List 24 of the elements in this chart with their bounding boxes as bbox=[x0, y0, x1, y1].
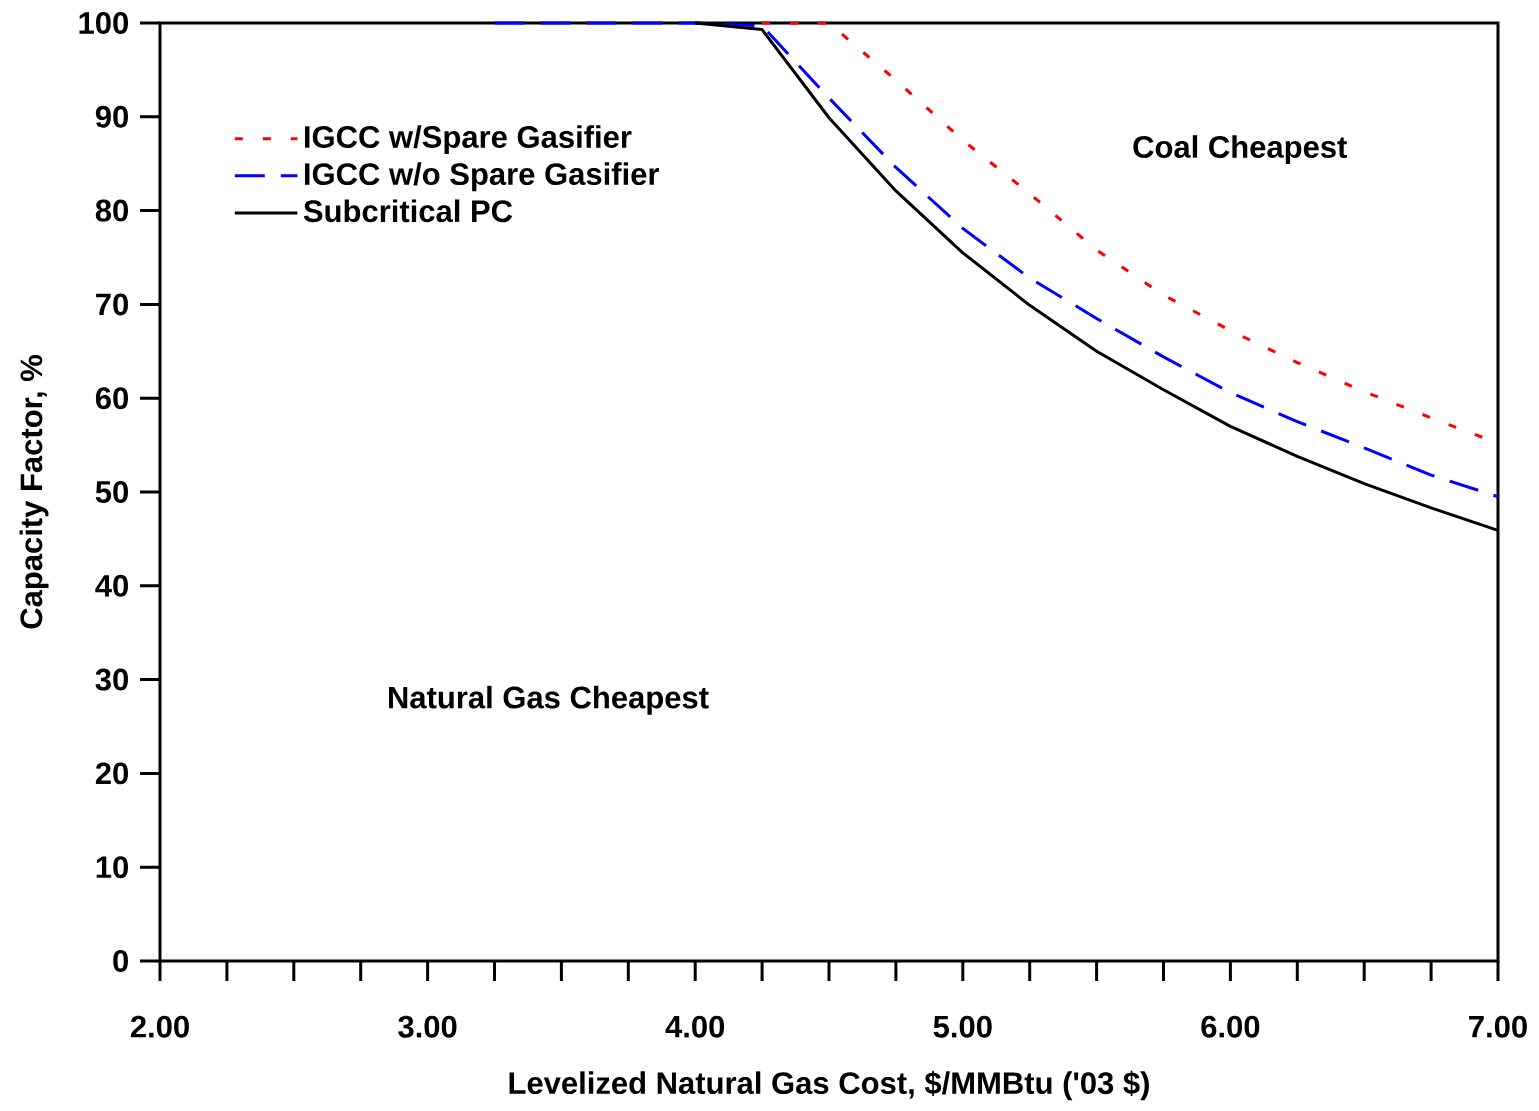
x-tick-label: 4.00 bbox=[665, 1015, 725, 1038]
x-axis-title: Levelized Natural Gas Cost, $/MMBtu ('03 $) bbox=[509, 1071, 1149, 1101]
y-tick-label: 20 bbox=[95, 762, 128, 785]
annotation: Coal Cheapest bbox=[1133, 135, 1348, 165]
annotation: Natural Gas Cheapest bbox=[389, 686, 709, 715]
x-tick-label: 7.00 bbox=[1469, 1015, 1527, 1038]
y-tick-label: 80 bbox=[95, 199, 128, 222]
y-tick-label: 70 bbox=[96, 293, 128, 316]
y-tick-label: 40 bbox=[95, 575, 128, 597]
legend-label: Subcritical PC bbox=[303, 199, 513, 223]
y-tick-label: 100 bbox=[79, 12, 128, 35]
y-tick-label: 60 bbox=[95, 387, 128, 410]
y-tick-label: 30 bbox=[95, 668, 128, 691]
y-axis-title: Capacity Factor, % bbox=[19, 355, 49, 629]
y-tick-label: 0 bbox=[113, 950, 128, 973]
y-tick-label: 50 bbox=[95, 481, 128, 504]
y-tick-label: 90 bbox=[95, 106, 128, 128]
legend-label: IGCC w/o Spare Gasifier bbox=[304, 162, 660, 192]
legend-label: IGCC w/Spare Gasifier bbox=[304, 125, 632, 155]
x-tick-label: 5.00 bbox=[933, 1015, 992, 1038]
y-tick-label: 10 bbox=[96, 856, 128, 879]
x-tick-label: 6.00 bbox=[1201, 1015, 1260, 1038]
x-tick-label: 2.00 bbox=[130, 1015, 189, 1038]
x-tick-label: 3.00 bbox=[398, 1015, 457, 1038]
